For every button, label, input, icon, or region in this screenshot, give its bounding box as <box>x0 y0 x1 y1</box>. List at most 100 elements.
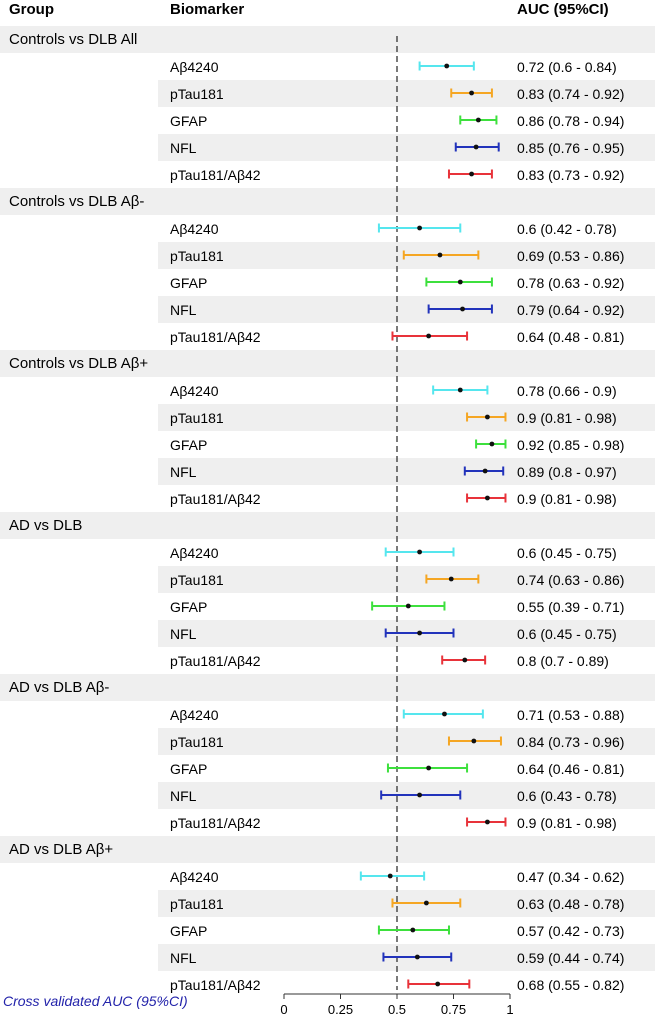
biomarker-label: Aβ4240 <box>170 59 219 75</box>
auc-value-label: 0.9 (0.81 - 0.98) <box>517 410 617 426</box>
group-band <box>0 674 655 701</box>
group-band <box>0 188 655 215</box>
auc-point <box>405 603 411 609</box>
auc-point <box>469 171 474 177</box>
auc-point <box>387 873 393 879</box>
x-axis-label: Cross validated AUC (95%CI) <box>3 993 188 1009</box>
auc-value-label: 0.84 (0.73 - 0.96) <box>517 734 624 750</box>
biomarker-label: pTau181 <box>170 896 224 912</box>
header-group: Group <box>9 1 54 18</box>
biomarker-label: GFAP <box>170 599 207 615</box>
auc-value-label: 0.78 (0.63 - 0.92) <box>517 275 624 291</box>
auc-point <box>457 387 463 393</box>
group-band <box>0 512 655 539</box>
auc-point <box>417 225 422 231</box>
biomarker-label: GFAP <box>170 113 207 129</box>
auc-value-label: 0.57 (0.42 - 0.73) <box>517 923 624 939</box>
auc-value-label: 0.83 (0.74 - 0.92) <box>517 86 624 102</box>
x-tick-label: 0.5 <box>388 1002 406 1017</box>
group-band <box>0 26 655 53</box>
biomarker-label: NFL <box>170 140 197 156</box>
auc-value-label: 0.6 (0.43 - 0.78) <box>517 788 617 804</box>
biomarker-label: GFAP <box>170 761 207 777</box>
biomarker-label: pTau181/Aβ42 <box>170 167 261 183</box>
biomarker-label: pTau181/Aβ42 <box>170 491 261 507</box>
header-biomarker: Biomarker <box>170 1 244 18</box>
biomarker-label: NFL <box>170 302 197 318</box>
auc-point <box>473 144 479 150</box>
biomarker-label: pTau181/Aβ42 <box>170 329 261 345</box>
biomarker-label: GFAP <box>170 437 207 453</box>
auc-value-label: 0.63 (0.48 - 0.78) <box>517 896 624 912</box>
auc-point <box>410 927 416 933</box>
auc-value-label: 0.78 (0.66 - 0.9) <box>517 383 617 399</box>
auc-point <box>485 819 490 825</box>
auc-value-label: 0.9 (0.81 - 0.98) <box>517 491 617 507</box>
header-auc: AUC (95%CI) <box>517 1 609 18</box>
group-band <box>0 836 655 863</box>
row-band <box>158 134 655 161</box>
auc-value-label: 0.64 (0.46 - 0.81) <box>517 761 624 777</box>
x-tick-label: 0.75 <box>441 1002 466 1017</box>
biomarker-label: pTau181 <box>170 572 224 588</box>
auc-value-label: 0.86 (0.78 - 0.94) <box>517 113 624 129</box>
auc-value-label: 0.72 (0.6 - 0.84) <box>517 59 617 75</box>
auc-point <box>435 981 441 987</box>
biomarker-label: NFL <box>170 626 197 642</box>
auc-point <box>417 549 422 555</box>
auc-point <box>444 63 450 69</box>
auc-value-label: 0.85 (0.76 - 0.95) <box>517 140 624 156</box>
auc-value-label: 0.74 (0.63 - 0.86) <box>517 572 624 588</box>
auc-point <box>442 711 447 717</box>
marks <box>359 61 507 989</box>
auc-value-label: 0.64 (0.48 - 0.81) <box>517 329 624 345</box>
row-band <box>158 80 655 107</box>
auc-point <box>417 630 422 636</box>
auc-value-label: 0.6 (0.45 - 0.75) <box>517 545 617 561</box>
auc-value-label: 0.68 (0.55 - 0.82) <box>517 977 624 993</box>
auc-value-label: 0.83 (0.73 - 0.92) <box>517 167 624 183</box>
biomarker-label: Aβ4240 <box>170 383 219 399</box>
auc-point <box>482 468 488 474</box>
biomarker-label: Aβ4240 <box>170 869 219 885</box>
auc-point <box>475 117 481 123</box>
group-band <box>0 350 655 377</box>
auc-point <box>448 576 454 582</box>
auc-value-label: 0.6 (0.42 - 0.78) <box>517 221 617 237</box>
auc-point <box>485 495 490 501</box>
biomarker-label: Aβ4240 <box>170 221 219 237</box>
group-label: AD vs DLB Aβ+ <box>9 841 113 858</box>
auc-point <box>469 90 474 96</box>
biomarker-label: NFL <box>170 788 197 804</box>
row-band <box>158 404 655 431</box>
group-label: Controls vs DLB Aβ- <box>9 193 144 210</box>
auc-point <box>417 792 422 798</box>
auc-point <box>426 333 432 339</box>
auc-point <box>437 252 443 258</box>
group-label: Controls vs DLB All <box>9 31 137 48</box>
auc-value-label: 0.71 (0.53 - 0.88) <box>517 707 624 723</box>
auc-point <box>489 441 495 447</box>
row-band <box>158 566 655 593</box>
biomarker-label: GFAP <box>170 275 207 291</box>
biomarker-label: pTau181/Aβ42 <box>170 653 261 669</box>
biomarker-label: pTau181 <box>170 86 224 102</box>
biomarker-label: Aβ4240 <box>170 545 219 561</box>
auc-point <box>414 954 420 960</box>
auc-value-label: 0.9 (0.81 - 0.98) <box>517 815 617 831</box>
row-band <box>158 296 655 323</box>
auc-point <box>423 900 429 906</box>
biomarker-label: NFL <box>170 950 197 966</box>
row-bands <box>0 26 655 971</box>
x-tick-label: 0 <box>280 1002 287 1017</box>
x-tick-label: 0.25 <box>328 1002 353 1017</box>
auc-value-label: 0.6 (0.45 - 0.75) <box>517 626 617 642</box>
group-label: Controls vs DLB Aβ+ <box>9 355 148 372</box>
auc-value-label: 0.55 (0.39 - 0.71) <box>517 599 624 615</box>
group-label: AD vs DLB Aβ- <box>9 679 109 696</box>
row-labels: Controls vs DLB All Aβ4240 0.72 (0.6 - 0.8… <box>9 31 624 993</box>
auc-point <box>460 306 465 312</box>
x-tick-label: 1 <box>506 1002 513 1017</box>
biomarker-label: Aβ4240 <box>170 707 219 723</box>
